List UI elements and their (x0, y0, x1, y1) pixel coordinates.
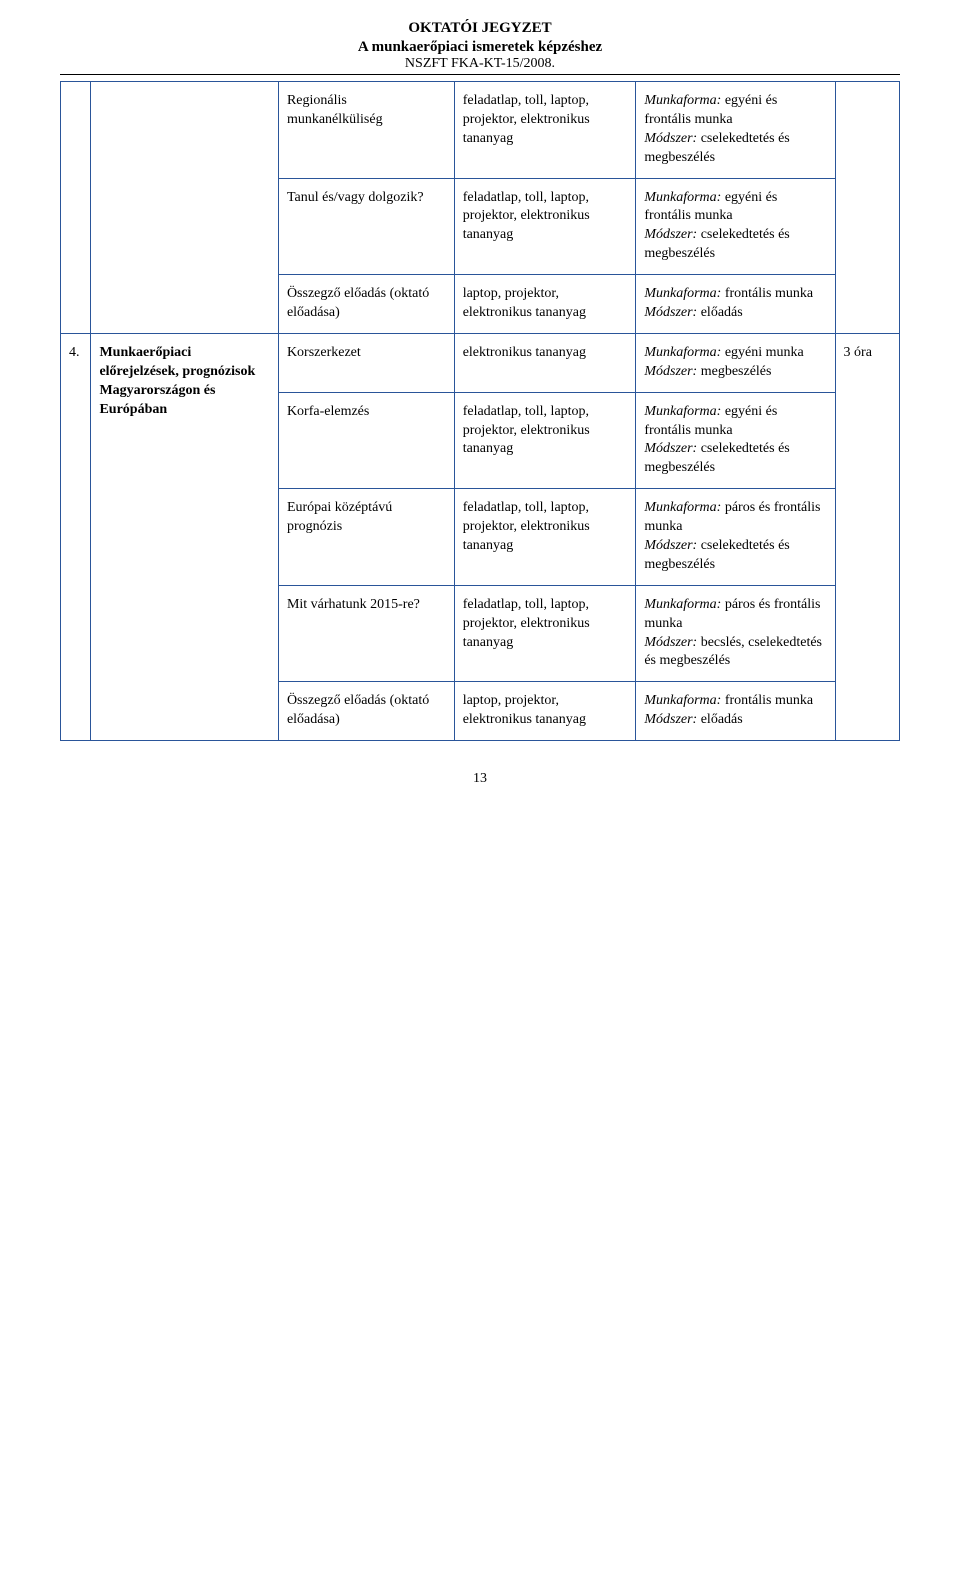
method-value: megbeszélés (701, 364, 772, 379)
cell-tool: feladatlap, toll, laptop, projektor, ele… (454, 392, 636, 489)
method-value: előadás (697, 712, 742, 727)
page-number: 13 (60, 771, 900, 787)
method-label: Módszer: (644, 131, 697, 146)
cell-method: Munkaforma: frontális munka Módszer: elő… (636, 682, 835, 741)
cell-tool: feladatlap, toll, laptop, projektor, ele… (454, 82, 636, 179)
method-label: Módszer: (644, 712, 697, 727)
method-label: Módszer: (644, 227, 697, 242)
method-value: előadás (697, 305, 742, 320)
table-row: 4. Munkaerőpiaci előrejelzések, prognózi… (61, 333, 900, 392)
cell-tool: feladatlap, toll, laptop, projektor, ele… (454, 489, 636, 586)
cell-num-empty (61, 82, 91, 334)
cell-time-empty (835, 82, 899, 334)
cell-time: 3 óra (835, 333, 899, 740)
method-value: frontális munka (725, 286, 813, 301)
cell-tool: laptop, projektor, elektronikus tananyag (454, 275, 636, 334)
method-label: Munkaforma: (644, 345, 721, 360)
cell-method: Munkaforma: páros és frontális munka Mód… (636, 585, 835, 682)
method-value: frontális munka (725, 693, 813, 708)
method-label: Munkaforma: (644, 93, 721, 108)
method-label: Módszer: (644, 441, 697, 456)
cell-subtopic: Összegző előadás (oktató előadása) (278, 275, 454, 334)
cell-subtopic: Regionális munkanélküliség (278, 82, 454, 179)
cell-tool: laptop, projektor, elektronikus tananyag (454, 682, 636, 741)
cell-method: Munkaforma: egyéni és frontális munka Mó… (636, 82, 835, 179)
method-label: Módszer: (644, 364, 697, 379)
cell-subtopic: Tanul és/vagy dolgozik? (278, 178, 454, 275)
cell-method: Munkaforma: egyéni munka Módszer: megbes… (636, 333, 835, 392)
cell-method: Munkaforma: páros és frontális munka Mód… (636, 489, 835, 586)
cell-subtopic: Korfa-elemzés (278, 392, 454, 489)
cell-topic: Munkaerőpiaci előrejelzések, prognózisok… (91, 333, 278, 740)
cell-method: Munkaforma: egyéni és frontális munka Mó… (636, 178, 835, 275)
cell-method: Munkaforma: egyéni és frontális munka Mó… (636, 392, 835, 489)
cell-tool: elektronikus tananyag (454, 333, 636, 392)
method-label: Módszer: (644, 305, 697, 320)
method-label: Munkaforma: (644, 597, 721, 612)
cell-topic-empty (91, 82, 278, 334)
method-label: Munkaforma: (644, 500, 721, 515)
curriculum-table: Regionális munkanélküliség feladatlap, t… (60, 81, 900, 741)
cell-num: 4. (61, 333, 91, 740)
cell-subtopic: Mit várhatunk 2015-re? (278, 585, 454, 682)
cell-subtopic: Európai középtávú prognózis (278, 489, 454, 586)
cell-subtopic: Összegző előadás (oktató előadása) (278, 682, 454, 741)
method-label: Munkaforma: (644, 693, 721, 708)
header-title: OKTATÓI JEGYZET (60, 20, 900, 37)
method-label: Munkaforma: (644, 286, 721, 301)
cell-method: Munkaforma: frontális munka Módszer: elő… (636, 275, 835, 334)
method-label: Módszer: (644, 538, 697, 553)
method-label: Munkaforma: (644, 404, 721, 419)
cell-tool: feladatlap, toll, laptop, projektor, ele… (454, 585, 636, 682)
method-label: Munkaforma: (644, 190, 721, 205)
page-header: OKTATÓI JEGYZET A munkaerőpiaci ismerete… (60, 20, 900, 75)
header-subtitle: A munkaerőpiaci ismeretek képzéshez (60, 39, 900, 56)
cell-tool: feladatlap, toll, laptop, projektor, ele… (454, 178, 636, 275)
header-code: NSZFT FKA-KT-15/2008. (60, 56, 900, 75)
table-row: Regionális munkanélküliség feladatlap, t… (61, 82, 900, 179)
cell-subtopic: Korszerkezet (278, 333, 454, 392)
method-label: Módszer: (644, 635, 697, 650)
method-value: egyéni munka (725, 345, 804, 360)
